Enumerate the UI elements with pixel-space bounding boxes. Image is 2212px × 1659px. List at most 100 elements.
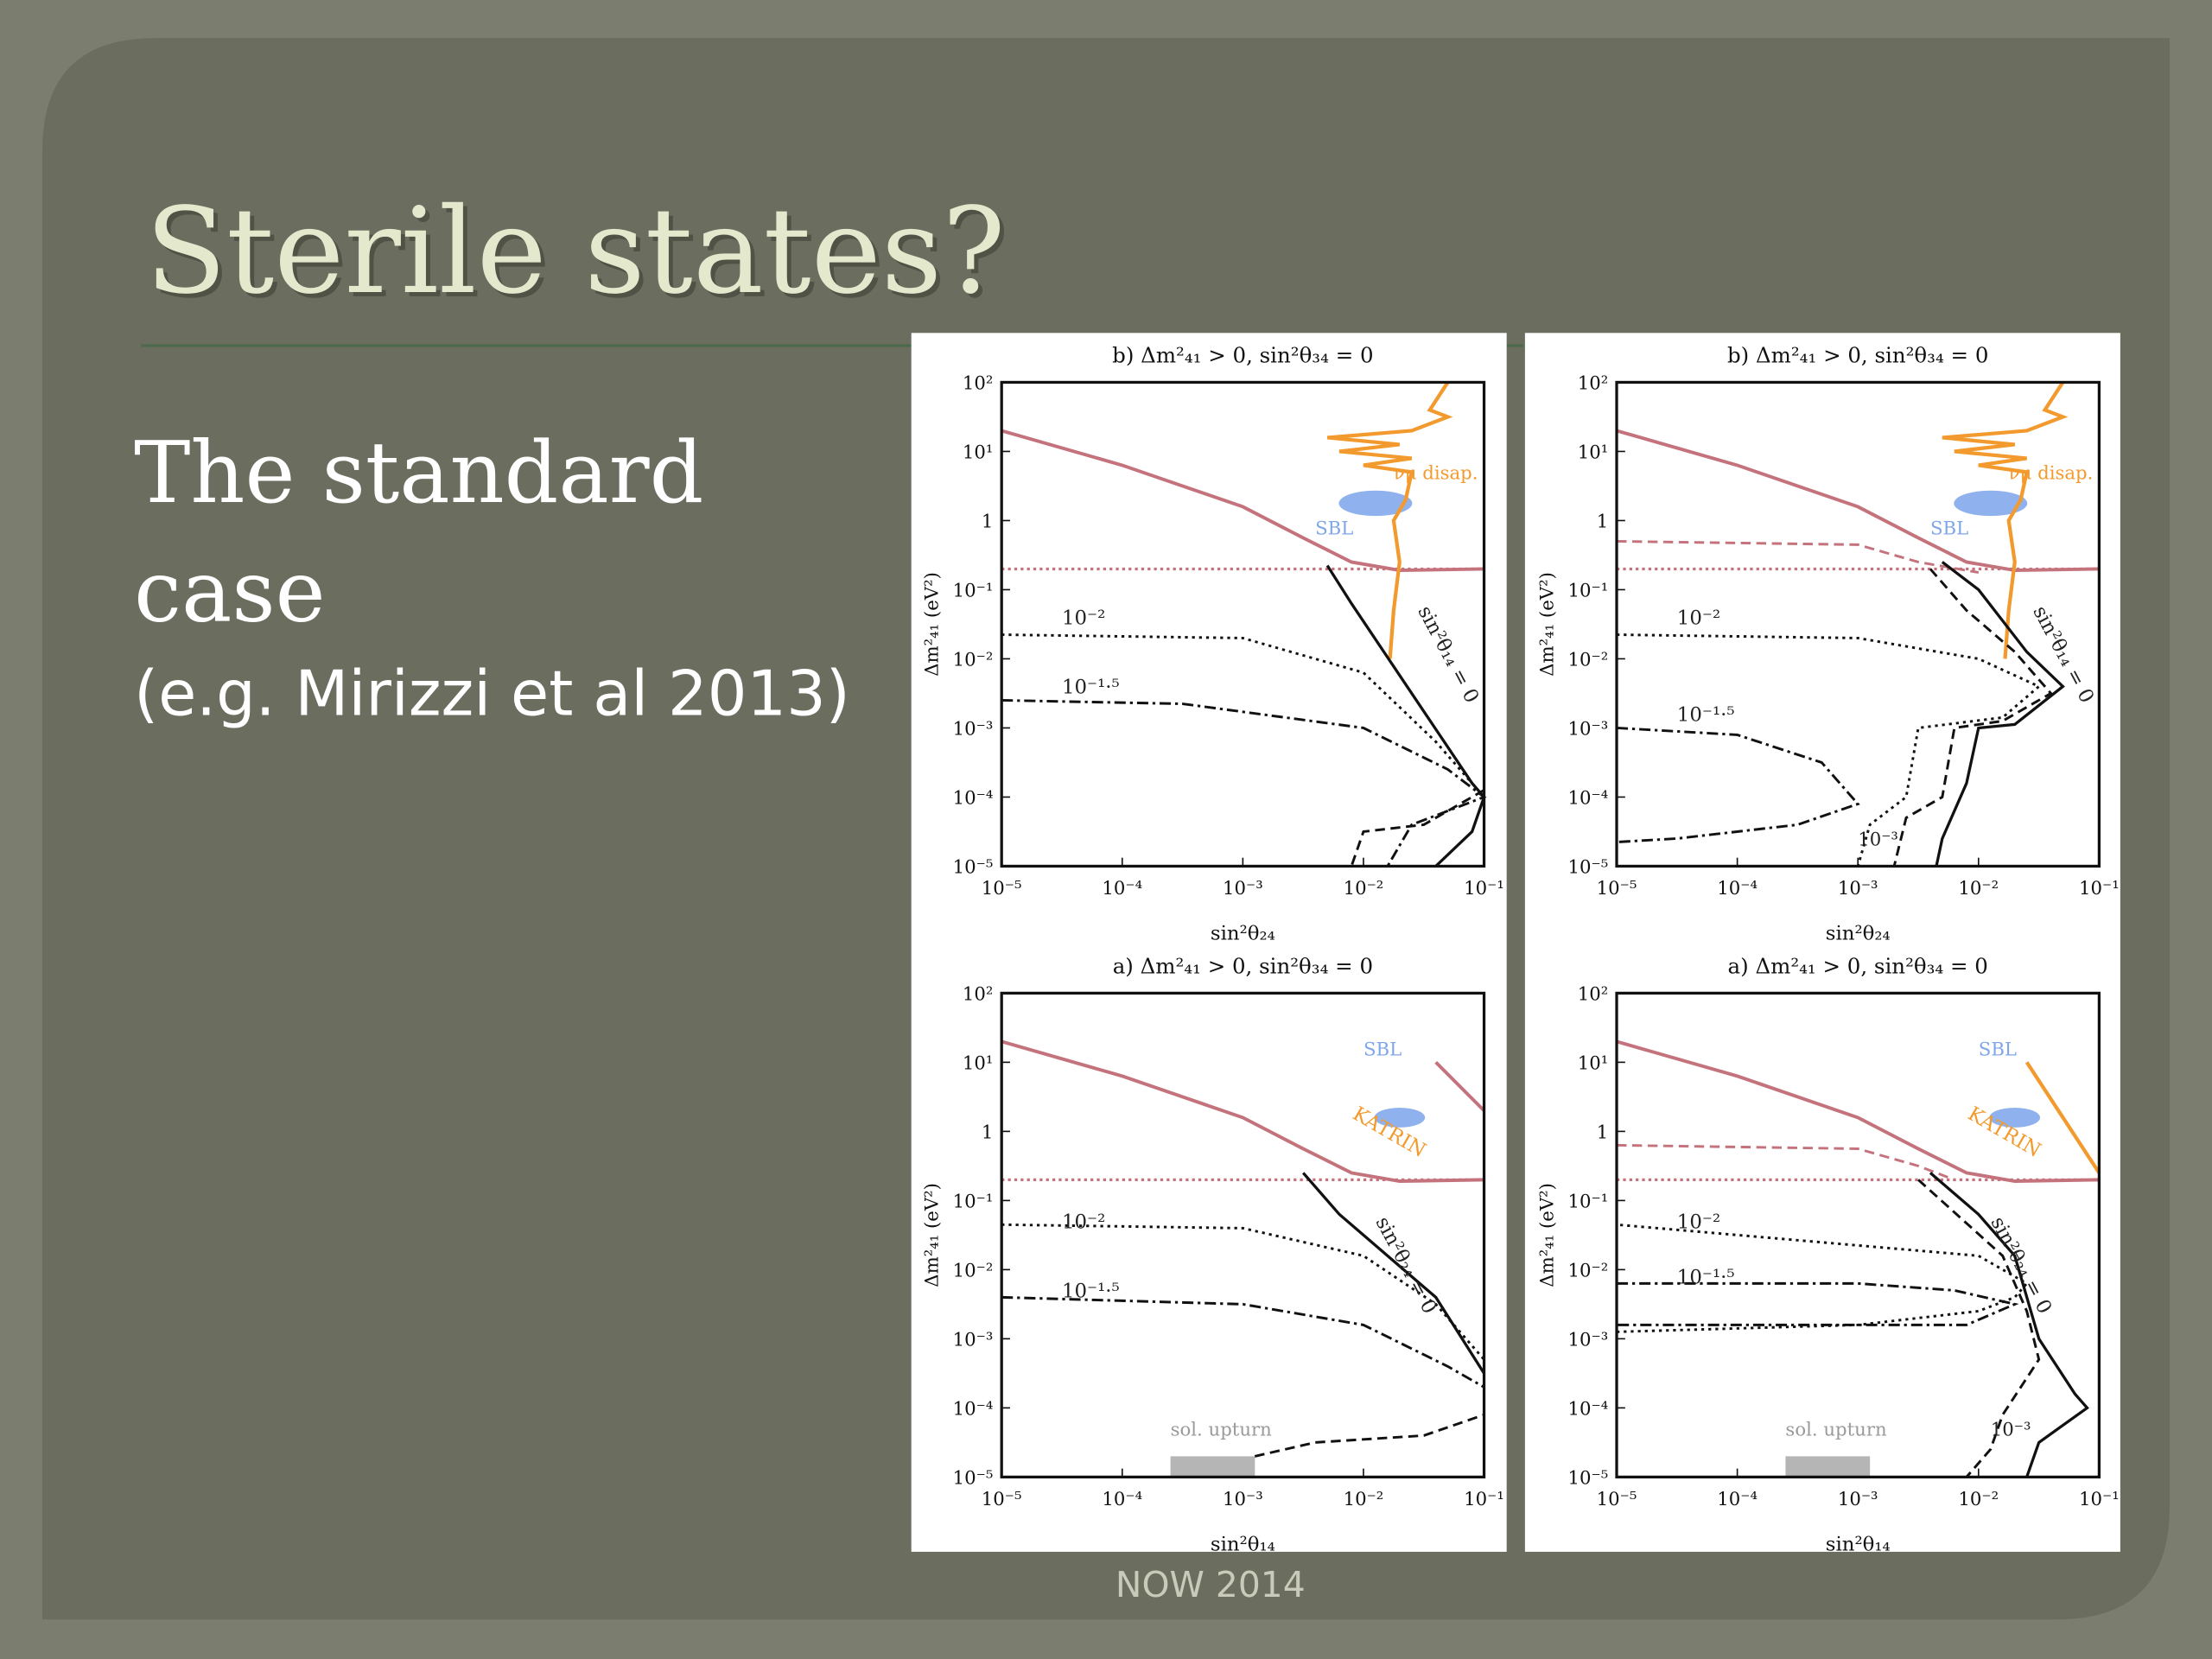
x-tick-label: 10⁻⁴ [1102,878,1142,899]
plot-frame [1615,380,2101,868]
annotation: 10⁻² [1677,607,1720,629]
annotation: SBL [1930,518,1968,539]
x-tick-label: 10⁻¹ [2079,878,2120,899]
x-tick-label: 10⁻² [1958,1489,1999,1510]
y-tick-label: 10⁻¹ [1568,581,1609,602]
y-tick-label: 10¹ [963,1053,994,1075]
panel-title: b) Δm²₄₁ > 0, sin²θ₃₄ = 0 [1112,343,1373,368]
curve [1935,561,2065,867]
annotation: 10⁻¹·⁵ [1062,1280,1120,1302]
curve [1616,1223,2029,1333]
annotation: SBL [1979,1039,2017,1060]
y-axis-label: Δm²₄₁ (eV²) [1537,1183,1559,1287]
annotation: 10⁻³ [1858,829,1898,850]
figure-right [1524,333,2120,1552]
y-tick-label: 10⁻¹ [1568,1192,1609,1213]
curve [1892,568,2053,867]
x-tick-label: 10⁻⁵ [1597,878,1637,899]
y-tick-label: 10⁻³ [953,1330,994,1351]
annotation: 10⁻³ [1991,1419,2031,1440]
y-tick-label: 10⁻⁵ [1568,857,1609,879]
curve [1326,381,1453,659]
curve [1616,633,2042,867]
annotation: 10⁻² [1677,1211,1720,1233]
x-tick-label: 10⁻² [1344,878,1384,899]
y-tick-label: 10² [963,984,994,1006]
y-tick-label: 1 [982,512,994,533]
body-line: The standard [134,424,703,523]
y-tick-label: 10¹ [963,442,994,464]
x-axis-label: sin²θ₂₄ [1826,922,1891,944]
x-tick-label: 10⁻⁴ [1102,1489,1142,1510]
curve [2024,1061,2101,1174]
x-tick-label: 10⁻³ [1838,878,1878,899]
y-tick-label: 10² [1578,984,1609,1006]
y-tick-label: 1 [1597,1122,1609,1144]
y-tick-label: 10⁻² [1568,650,1609,671]
y-tick-label: 10² [1578,373,1609,395]
curve [1616,1143,1955,1181]
y-tick-label: 10⁻⁵ [953,1468,994,1490]
y-tick-label: 10² [963,373,994,395]
curve [1325,564,1486,868]
annotation: sol. upturn [1171,1419,1273,1440]
footer: NOW 2014 [1116,1564,1306,1605]
curve [1929,1172,2089,1478]
x-tick-label: 10⁻³ [1223,1489,1263,1510]
panel-title: b) Δm²₄₁ > 0, sin²θ₃₄ = 0 [1727,343,1988,368]
plot-frame [1000,380,1486,868]
annotation: SBL [1315,518,1353,539]
y-tick-label: 10⁻⁴ [1568,788,1609,810]
curve [1001,1039,1484,1183]
figure-left [911,333,1507,1552]
x-axis-label: sin²θ₁₄ [1826,1533,1891,1555]
x-tick-label: 10⁻⁴ [1717,878,1758,899]
y-axis-label: Δm²₄₁ (eV²) [922,1183,944,1287]
curve [1350,789,1485,867]
curve [1001,698,1487,868]
x-tick-label: 10⁻¹ [1464,878,1504,899]
curve [1302,1172,1485,1375]
annotation: 10⁻² [1062,1211,1105,1233]
title-shadow: Sterile states? [149,188,1010,325]
solar-region [1170,1456,1255,1478]
annotation: 10⁻¹·⁵ [1677,1266,1735,1288]
curve [1616,1039,2100,1183]
curve [1001,1295,1485,1389]
annotation: 10⁻² [1062,607,1105,629]
x-tick-label: 10⁻⁵ [1597,1489,1637,1510]
annotation: νμ disap. [2009,462,2094,484]
y-tick-label: 10⁻⁵ [953,857,994,879]
y-tick-label: 10⁻² [1568,1261,1609,1282]
x-tick-label: 10⁻⁴ [1717,1489,1758,1510]
y-tick-label: 10⁻² [953,650,994,671]
y-tick-label: 10⁻⁴ [1568,1399,1609,1421]
plot-frame [1000,991,1486,1479]
slide-title: Sterile states? [145,183,1006,321]
sbl-region [1338,490,1413,517]
x-tick-label: 10⁻³ [1223,878,1263,899]
curve [1942,381,2069,659]
annotation: 10⁻¹·⁵ [1677,703,1735,726]
y-tick-label: 10⁻³ [1568,1330,1609,1351]
figure-plots: b) Δm²₄₁ > 0, sin²θ₃₄ = 0 sin²θ₂₄ Δm²₄₁ (e… [922,343,2120,1556]
y-tick-label: 1 [982,1122,994,1144]
curve [1254,1413,1485,1458]
x-axis-label: sin²θ₂₄ [1211,922,1275,944]
sbl-region [1989,1107,2041,1128]
x-tick-label: 10⁻¹ [2079,1489,2120,1510]
x-tick-label: 10⁻³ [1838,1489,1878,1510]
body-line: (e.g. Mirizzi et al 2013) [134,658,850,730]
y-tick-label: 10⁻⁵ [1568,1468,1609,1490]
sbl-region [1374,1107,1426,1128]
x-tick-label: 10⁻² [1344,1489,1384,1510]
curve [1617,1281,2019,1326]
panel-title: a) Δm²₄₁ > 0, sin²θ₃₄ = 0 [1728,954,1988,979]
sbl-region [1954,490,2028,517]
y-tick-label: 10⁻¹ [953,1192,994,1213]
x-tick-label: 10⁻² [1958,878,1999,899]
y-tick-label: 10⁻⁴ [953,1399,994,1421]
y-tick-label: 10⁻¹ [953,581,994,602]
